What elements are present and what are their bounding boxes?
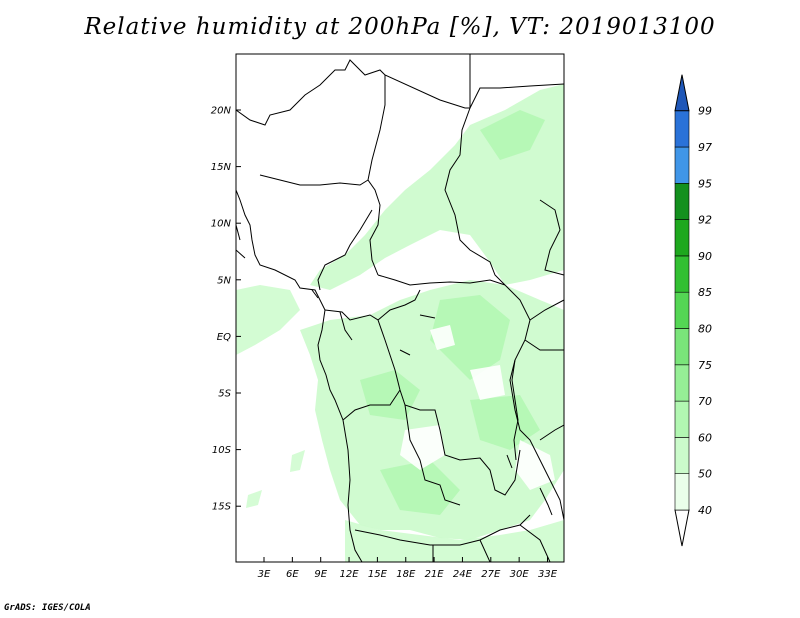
colorbar: 40 50 60 70 75 80 85 90 92 95 97 99 <box>674 74 712 547</box>
colorbar-label: 85 <box>698 286 712 299</box>
border-drc-south <box>399 389 521 496</box>
lon-tick-label: 6E <box>286 569 299 580</box>
lat-tick-label: 20N <box>211 106 232 117</box>
colorbar-segment <box>674 364 690 402</box>
lat-tick-label: EQ <box>217 332 231 343</box>
colorbar-label: 97 <box>698 141 712 154</box>
border-car <box>377 274 506 286</box>
lon-tick-label: 21E <box>425 569 445 580</box>
lon-tick-label: 27E <box>481 569 501 580</box>
colorbar-segment <box>674 183 690 220</box>
colorbar-segment <box>674 291 690 329</box>
colorbar-label: 90 <box>698 250 712 263</box>
colorbar-segment <box>674 400 690 438</box>
lon-tick-label: 24E <box>453 569 473 580</box>
map-title: Relative humidity at 200hPa [%], VT: 201… <box>84 14 716 40</box>
lat-tick-label: 5N <box>217 275 231 286</box>
colorbar-segment <box>674 219 690 257</box>
border-chad-niger <box>367 75 386 276</box>
colorbar-segment <box>674 328 690 366</box>
latitude-axis: 20N 15N 10N 5N EQ 5S 10S 15S <box>211 106 241 513</box>
colorbar-label: 60 <box>698 431 712 444</box>
lon-tick-label: 33E <box>538 569 558 580</box>
border-north-1 <box>236 54 471 126</box>
border-east-africa-2 <box>524 299 564 441</box>
lat-tick-label: 10S <box>212 445 232 456</box>
border-north-2 <box>469 83 564 109</box>
colorbar-label: 92 <box>698 214 712 227</box>
colorbar-label: 99 <box>698 105 712 118</box>
colorbar-segment <box>674 74 690 112</box>
lat-tick-label: 10N <box>211 219 232 230</box>
colorbar-label: 70 <box>698 395 712 408</box>
border-southern-africa <box>432 524 551 562</box>
colorbar-segment <box>674 110 690 148</box>
humidity-shading <box>236 84 564 562</box>
lat-tick-label: 15N <box>211 162 232 173</box>
border-nigeria-cameroon <box>317 209 373 291</box>
colorbar-segment <box>674 146 690 184</box>
lat-tick-label: 5S <box>218 389 231 400</box>
border-congo-drc <box>377 289 421 321</box>
border-angola-zambia <box>404 404 461 506</box>
map-boundaries <box>236 54 564 562</box>
border-namibia <box>354 514 531 546</box>
colorbar-label: 50 <box>698 468 712 481</box>
lon-tick-label: 30E <box>510 569 530 580</box>
colorbar-label: 40 <box>698 504 712 517</box>
lake-outlines <box>399 314 553 516</box>
humidity-dry-holes <box>400 325 555 490</box>
lon-tick-label: 18E <box>396 569 416 580</box>
colorbar-label: 75 <box>698 359 712 372</box>
border-angola <box>342 389 401 421</box>
colorbar-segment <box>674 255 690 293</box>
colorbar-label: 80 <box>698 323 712 336</box>
humidity-streaks-southwest <box>246 450 305 508</box>
colorbar-segment <box>674 509 690 547</box>
lon-tick-label: 3E <box>258 569 271 580</box>
border-nigeria-niger <box>259 174 369 186</box>
lon-tick-label: 12E <box>340 569 360 580</box>
lat-tick-label: 15S <box>212 502 232 513</box>
colorbar-label: 95 <box>698 177 712 190</box>
colorbar-segment <box>674 437 690 474</box>
humidity-region-south <box>345 520 564 562</box>
grads-credit: GrADS: IGES/COLA <box>4 603 91 613</box>
lon-tick-label: 9E <box>314 569 327 580</box>
coastline-west-africa <box>236 189 363 562</box>
border-cameroon-gabon <box>324 309 401 391</box>
longitude-axis: 3E 6E 9E 12E 15E 18E 21E 24E 27E 30E 33E <box>258 557 558 580</box>
border-chad-sudan <box>444 107 506 286</box>
lon-tick-label: 15E <box>368 569 388 580</box>
border-east-africa-3 <box>539 199 564 276</box>
map-frame <box>235 53 565 563</box>
humidity-band-west <box>236 285 300 355</box>
west-coast-borders <box>236 224 353 341</box>
colorbar-segment <box>674 473 690 511</box>
